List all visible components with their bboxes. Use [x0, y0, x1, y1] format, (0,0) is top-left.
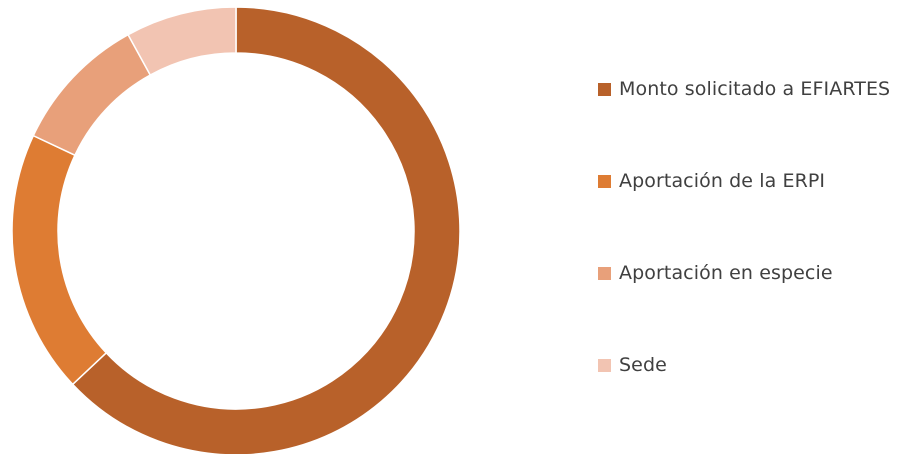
donut-slice-aportacion-especie[interactable] — [32, 33, 152, 157]
legend-swatch-aportacion-erpi — [598, 174, 611, 188]
donut-slice-aportacion-erpi[interactable] — [11, 134, 108, 386]
legend-swatch-sede — [598, 358, 611, 372]
donut-slice-sede[interactable] — [127, 6, 237, 77]
chart-legend: Monto solicitado a EFIARTES Aportación d… — [598, 74, 924, 380]
legend-swatch-aportacion-especie — [598, 266, 611, 280]
legend-label-sede: Sede — [619, 354, 667, 376]
donut-slice-monto-solicitado[interactable] — [71, 6, 461, 454]
legend-label-aportacion-erpi: Aportación de la ERPI — [619, 170, 826, 192]
legend-label-aportacion-especie: Aportación en especie — [619, 262, 833, 284]
legend-item-sede[interactable]: Sede — [598, 350, 924, 380]
legend-swatch-monto-solicitado — [598, 82, 611, 96]
legend-item-aportacion-erpi[interactable]: Aportación de la ERPI — [598, 166, 924, 196]
legend-item-aportacion-especie[interactable]: Aportación en especie — [598, 258, 924, 288]
legend-label-monto-solicitado: Monto solicitado a EFIARTES — [619, 78, 891, 100]
legend-item-monto-solicitado[interactable]: Monto solicitado a EFIARTES — [598, 74, 924, 104]
